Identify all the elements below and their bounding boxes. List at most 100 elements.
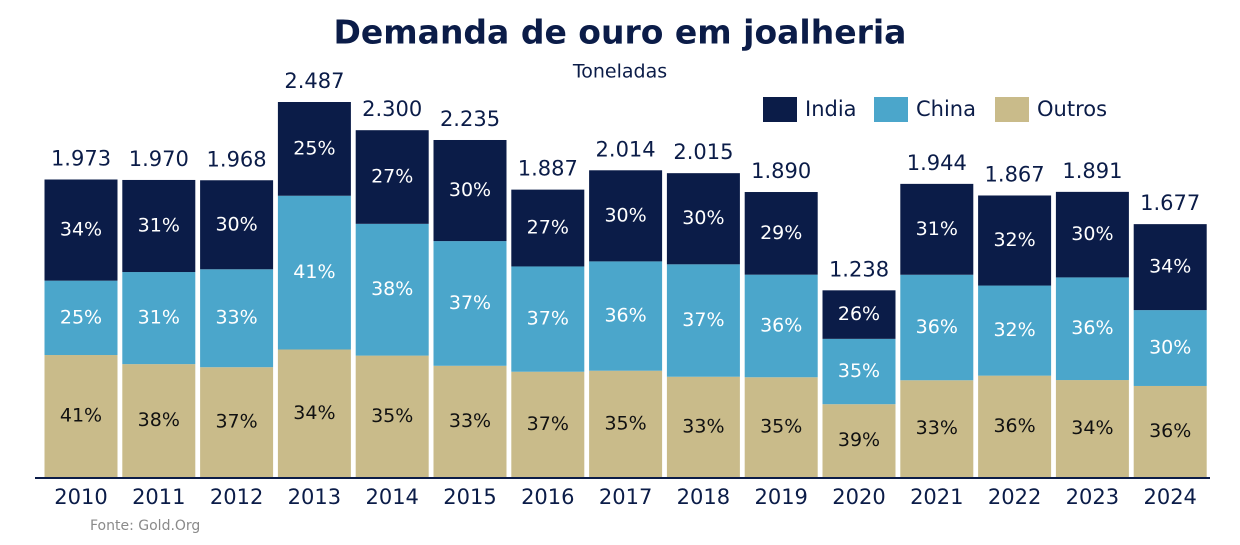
bar-segment <box>666 173 740 265</box>
bar-segment <box>978 285 1052 376</box>
segment-label: 41% <box>293 261 335 283</box>
x-tick-label: 2014 <box>365 485 418 509</box>
segment-label: 30% <box>1071 223 1113 245</box>
segment-label: 33% <box>682 415 724 437</box>
bar-segment <box>355 223 429 356</box>
total-label: 1.891 <box>1062 159 1122 183</box>
segment-label: 33% <box>916 417 958 439</box>
chart-title: Demanda de ouro em joalheria <box>334 13 907 52</box>
segment-label: 31% <box>138 214 180 236</box>
total-label: 1.677 <box>1140 191 1200 215</box>
segment-label: 29% <box>760 222 802 244</box>
bar-segment <box>978 375 1052 477</box>
total-label: 2.300 <box>362 97 422 121</box>
x-tick-label: 2023 <box>1066 485 1119 509</box>
segment-label: 27% <box>527 217 569 239</box>
bar-segment <box>277 195 351 350</box>
bar-segment <box>1133 310 1207 386</box>
bar-segment <box>511 266 585 372</box>
bar-segment <box>355 355 429 477</box>
bar-segment <box>511 371 585 477</box>
segment-label: 36% <box>916 316 958 338</box>
total-label: 1.867 <box>985 162 1045 186</box>
x-tick-label: 2016 <box>521 485 574 509</box>
x-tick-label: 2022 <box>988 485 1041 509</box>
legend-label: China <box>916 97 976 121</box>
x-tick-label: 2010 <box>54 485 107 509</box>
total-label: 1.970 <box>129 147 189 171</box>
segment-label: 30% <box>449 179 491 201</box>
legend-swatch <box>874 97 908 122</box>
x-tick-label: 2017 <box>599 485 652 509</box>
segment-label: 39% <box>838 429 880 451</box>
x-tick-label: 2019 <box>754 485 807 509</box>
segment-label: 30% <box>604 204 646 226</box>
bar-segment <box>122 272 196 365</box>
bar-segment <box>122 179 196 273</box>
bar-segment <box>433 139 507 242</box>
segment-label: 35% <box>838 360 880 382</box>
bar-segment <box>1055 277 1129 381</box>
total-label: 2.235 <box>440 107 500 131</box>
x-tick-label: 2013 <box>288 485 341 509</box>
bar-segment <box>822 404 896 477</box>
bar-segment <box>433 241 507 366</box>
segment-label: 36% <box>993 415 1035 437</box>
x-tick-label: 2021 <box>910 485 963 509</box>
segment-label: 36% <box>604 305 646 327</box>
bar-segment <box>744 192 818 275</box>
bar-segment <box>1055 380 1129 477</box>
x-tick-label: 2011 <box>132 485 185 509</box>
segment-label: 27% <box>371 166 413 188</box>
segment-label: 31% <box>138 307 180 329</box>
bar-segment <box>433 365 507 477</box>
total-label: 1.890 <box>751 159 811 183</box>
bar-segment <box>44 179 118 281</box>
bar-segment <box>589 370 663 477</box>
bar-segment <box>589 261 663 371</box>
legend-swatch <box>763 97 797 122</box>
segment-label: 34% <box>1071 417 1113 439</box>
total-label: 2.487 <box>284 69 344 93</box>
segment-label: 36% <box>760 314 802 336</box>
bar-segment <box>589 170 663 262</box>
bar-segment <box>1055 191 1129 278</box>
bar-segment <box>44 280 118 356</box>
segment-label: 33% <box>449 410 491 432</box>
bar-segment <box>900 183 974 275</box>
bar-segment <box>900 380 974 477</box>
segment-label: 31% <box>916 218 958 240</box>
bar-segment <box>666 376 740 477</box>
bar-segment <box>1133 385 1207 477</box>
bar-segment <box>1133 224 1207 311</box>
bar-segment <box>277 349 351 477</box>
segment-label: 30% <box>215 213 257 235</box>
bar-segment <box>900 274 974 381</box>
x-tick-label: 2015 <box>443 485 496 509</box>
total-label: 1.944 <box>907 151 967 175</box>
segment-label: 37% <box>215 411 257 433</box>
bar-segment <box>200 269 274 368</box>
legend-swatch <box>995 97 1029 122</box>
bar-segment <box>822 338 896 405</box>
segment-label: 36% <box>1149 420 1191 442</box>
total-label: 1.887 <box>518 157 578 181</box>
total-label: 2.015 <box>673 140 733 164</box>
segment-label: 32% <box>993 319 1035 341</box>
x-tick-label: 2020 <box>832 485 885 509</box>
legend-label: India <box>805 97 857 121</box>
x-tick-label: 2012 <box>210 485 263 509</box>
bar-segment <box>122 364 196 477</box>
segment-label: 38% <box>138 409 180 431</box>
segment-label: 36% <box>1071 317 1113 339</box>
bar-segment <box>277 102 351 196</box>
source: Fonte: Gold.Org <box>90 518 200 534</box>
x-tick-label: 2024 <box>1143 485 1196 509</box>
total-label: 1.973 <box>51 147 111 171</box>
segment-label: 35% <box>604 412 646 434</box>
segment-label: 38% <box>371 278 413 300</box>
segment-label: 34% <box>60 219 102 241</box>
segment-label: 37% <box>527 308 569 330</box>
segment-label: 26% <box>838 303 880 325</box>
